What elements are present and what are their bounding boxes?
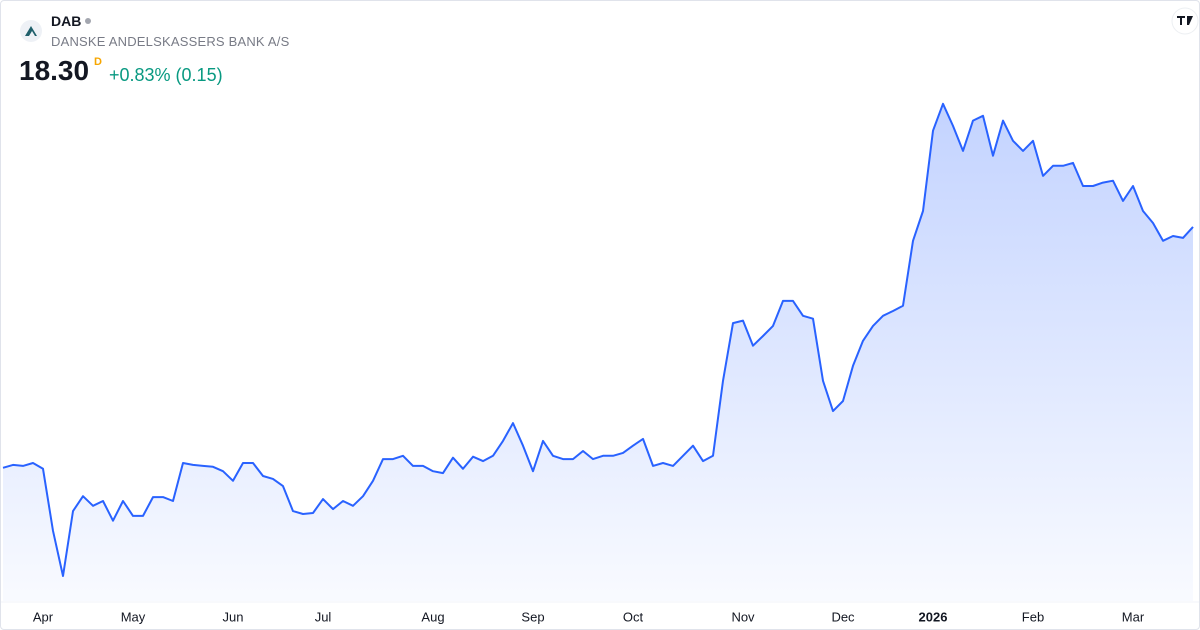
area-fill	[3, 103, 1193, 602]
x-tick-label: Sep	[521, 609, 544, 624]
price-change: +0.83% (0.15)	[109, 65, 223, 85]
brand-logo[interactable]	[1171, 7, 1199, 35]
x-tick-label: Aug	[421, 609, 444, 624]
x-tick-label: May	[121, 609, 146, 624]
status-dot	[85, 18, 91, 24]
x-tick-label: Feb	[1022, 609, 1044, 624]
price-marker: D	[94, 56, 102, 68]
x-tick-label: 2026	[919, 609, 948, 624]
logo	[20, 20, 42, 42]
x-tick-label: Nov	[731, 609, 755, 624]
company-name: DANSKE ANDELSKASSERS BANK A/S	[51, 34, 290, 49]
symbol: DAB	[51, 13, 82, 29]
x-tick-label: Jun	[223, 609, 244, 624]
price-line	[2, 102, 1194, 577]
x-tick-label: Oct	[623, 609, 644, 624]
x-tick-label: Dec	[831, 609, 855, 624]
x-tick-label: Apr	[33, 609, 54, 624]
x-tick-label: Jul	[315, 609, 332, 624]
x-tick-label: Mar	[1122, 609, 1145, 624]
price: 18.30	[19, 55, 90, 86]
